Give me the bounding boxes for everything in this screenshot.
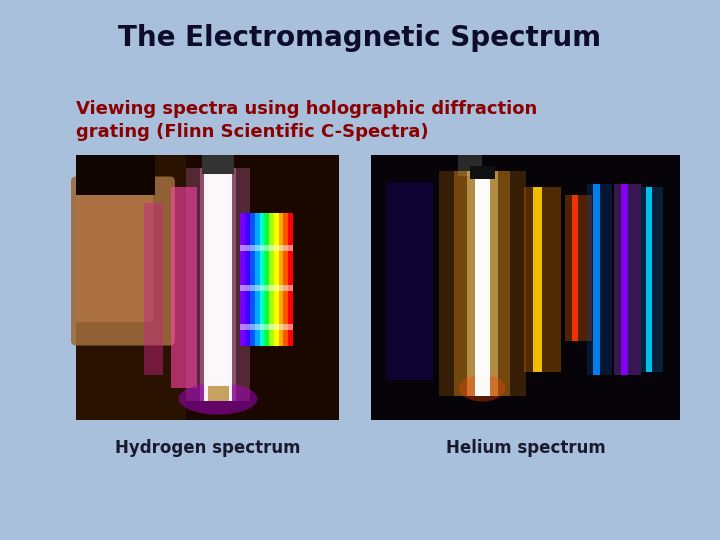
Bar [171,187,197,388]
Bar [454,171,510,396]
Ellipse shape [179,383,258,415]
Bar [387,181,433,380]
Bar [245,213,251,346]
Bar [564,195,592,341]
Bar [274,213,279,346]
Bar [470,166,495,179]
Bar [641,187,663,372]
Text: Helium spectrum: Helium spectrum [446,439,606,457]
Bar [255,213,260,346]
Bar [269,213,274,346]
Bar [614,184,642,375]
Bar [250,213,255,346]
Bar [593,184,600,375]
Bar [186,168,250,401]
Bar [240,285,293,291]
Bar [207,155,228,171]
Bar [259,213,265,346]
Bar [76,176,153,322]
Bar [76,155,155,195]
Bar [279,213,284,346]
FancyBboxPatch shape [71,177,175,346]
Bar [240,213,246,346]
Bar [534,187,542,372]
Bar [288,213,294,346]
Bar [202,155,234,173]
Bar [207,386,228,401]
Bar [204,168,233,401]
Bar [588,184,612,375]
Bar [371,155,680,420]
Bar [524,187,561,372]
Bar [467,171,498,396]
Bar [207,168,228,401]
Ellipse shape [459,375,505,401]
Bar [240,324,293,330]
Bar [284,213,289,346]
Bar [474,166,490,396]
Bar [76,155,186,420]
Bar [647,187,652,372]
Text: The Electromagnetic Spectrum: The Electromagnetic Spectrum [118,24,602,52]
Bar [240,245,293,251]
Bar [457,155,482,176]
Bar [572,195,578,341]
Bar [439,171,526,396]
Text: Hydrogen spectrum: Hydrogen spectrum [114,439,300,457]
Bar [621,184,628,375]
Bar [145,202,163,375]
Bar [76,155,339,420]
Bar [199,168,236,401]
Bar [264,213,269,346]
Text: Viewing spectra using holographic diffraction
grating (Flinn Scientific C-Spectr: Viewing spectra using holographic diffra… [76,100,537,141]
